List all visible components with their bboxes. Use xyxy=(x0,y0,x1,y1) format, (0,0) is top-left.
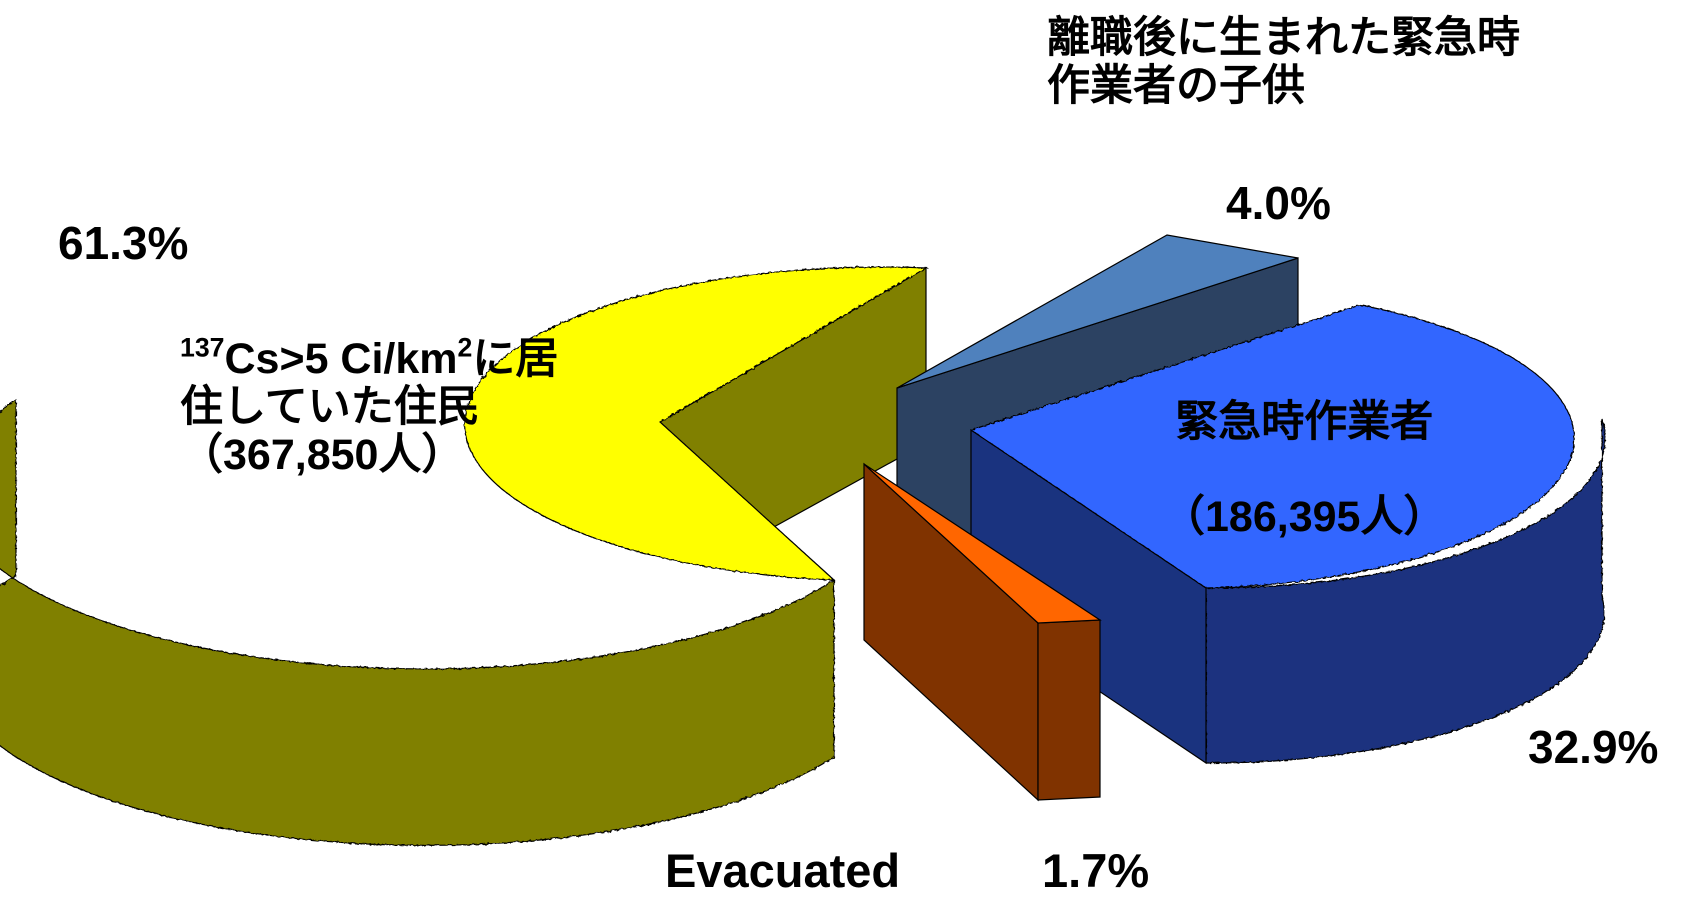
slice-children-top xyxy=(896,234,1299,389)
residents-label-line1: 137Cs>5 Ci/km2に居 xyxy=(180,332,559,383)
residents-label-superscript-2: 2 xyxy=(457,332,473,363)
slice-workers xyxy=(969,304,1606,765)
children-label-line2: 作業者の子供 xyxy=(1047,62,1305,111)
slice-workers-top xyxy=(969,304,1575,589)
residents-label-line2: 住していた住民 xyxy=(180,383,480,432)
slice-evacuated-top xyxy=(863,463,1102,624)
slice-residents-side xyxy=(0,398,835,846)
workers-category-label: 緊急時作業者 （186,395人） xyxy=(1162,375,1446,564)
residents-label-line1-tail: に居 xyxy=(472,335,559,383)
workers-label-line1: 緊急時作業者 xyxy=(1175,398,1434,446)
slice-residents xyxy=(0,266,929,846)
evacuated-category-label: Evacuated xyxy=(665,844,901,897)
slice-evacuated-front xyxy=(1037,619,1101,801)
children-percent-label: 4.0% xyxy=(1226,177,1331,229)
residents-category-label: 137Cs>5 Ci/km2に居 住していた住民 （367,850人） xyxy=(180,332,559,480)
slice-residents-top xyxy=(464,266,929,581)
residents-percent-label: 61.3% xyxy=(58,217,189,269)
workers-percent-label: 32.9% xyxy=(1528,721,1659,773)
residents-label-line1-text: Cs>5 Ci/km xyxy=(224,335,458,383)
residents-label-line3: （367,850人） xyxy=(180,431,465,480)
children-label-line1: 離職後に生まれた緊急時 xyxy=(1047,14,1520,62)
workers-label-line2: （186,395人） xyxy=(1162,492,1447,541)
residents-label-superscript: 137 xyxy=(180,332,225,363)
evacuated-percent-label: 1.7% xyxy=(1042,844,1150,897)
slice-workers-side-front xyxy=(1205,418,1606,764)
slice-evacuated xyxy=(863,462,1102,802)
children-category-label: 離職後に生まれた緊急時 作業者の子供 xyxy=(1047,14,1520,110)
